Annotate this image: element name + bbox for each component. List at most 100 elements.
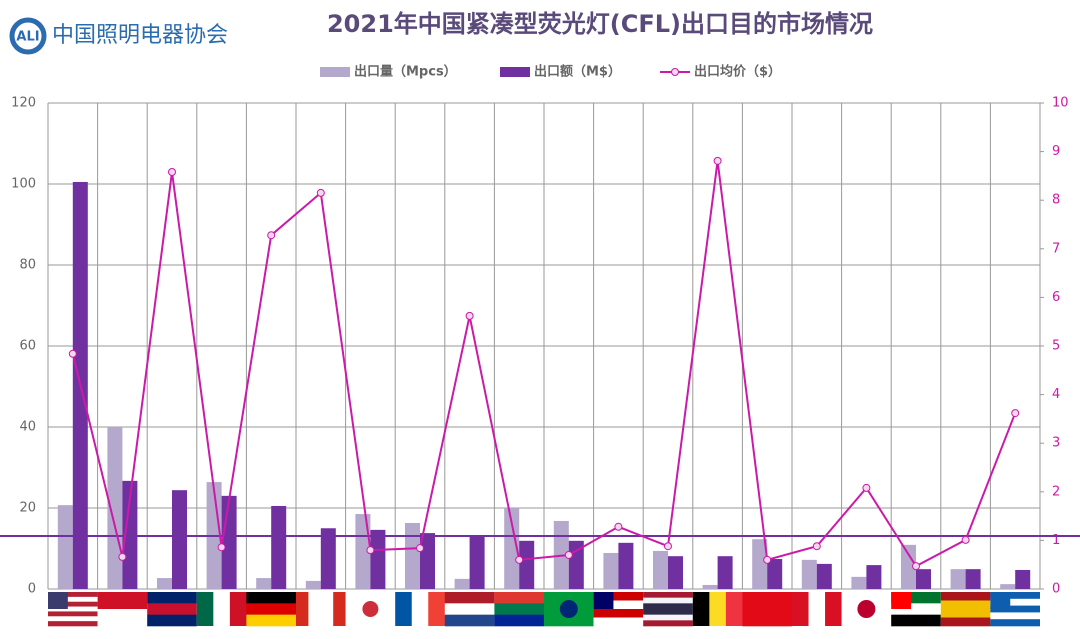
flag-part: [444, 603, 495, 615]
bar: [256, 578, 272, 589]
bar: [122, 480, 138, 589]
line-marker: [713, 156, 722, 165]
flag-part: [990, 612, 1040, 620]
line: [71, 160, 1017, 568]
flag-part: [229, 592, 247, 626]
flag-part: [990, 598, 1040, 606]
bar: [950, 569, 966, 589]
line-marker: [416, 544, 424, 553]
flag-part: [494, 592, 544, 604]
flag-part: [940, 600, 991, 610]
line-marker: [515, 555, 524, 564]
line-marker: [614, 522, 623, 531]
y2-tick-label: 2: [1052, 484, 1060, 499]
y2-tick-label: 4: [1052, 387, 1060, 402]
legend-label: 出口额（M$）: [534, 64, 621, 80]
bar: [901, 544, 916, 589]
bar: [851, 576, 867, 589]
y-tick-label: 60: [19, 339, 36, 354]
flag-part: [97, 609, 148, 627]
flag-part: [990, 592, 1011, 609]
flag-part: [395, 592, 413, 626]
y2-tick-label: 6: [1052, 290, 1060, 305]
legend-swatch: [500, 67, 530, 77]
flag-part: [48, 621, 98, 627]
flag-part: [593, 592, 644, 601]
line-marker: [664, 542, 672, 551]
line-marker: [168, 168, 176, 177]
flag-part: [990, 605, 1040, 613]
flag-part: [891, 603, 941, 615]
bar: [618, 542, 634, 589]
flag-part: [990, 592, 1040, 600]
bar: [172, 490, 187, 589]
flag-part: [246, 592, 296, 604]
bar: [603, 552, 619, 589]
flag-part: [940, 609, 991, 618]
flag-part: [213, 592, 231, 626]
bar: [454, 578, 470, 589]
y2-tick-label: 1: [1052, 533, 1060, 548]
bar: [221, 495, 237, 589]
y-tick-label: 0: [28, 582, 36, 597]
bar: [1000, 584, 1016, 589]
bar: [702, 584, 718, 589]
flag-part: [97, 592, 148, 610]
y2-tick-label: 8: [1052, 193, 1060, 208]
legend-swatch: [320, 67, 350, 77]
flag-part: [857, 600, 876, 618]
flag-part: [48, 601, 98, 607]
line-marker: [1011, 409, 1020, 418]
flag-part: [825, 592, 842, 626]
flag-part: [643, 603, 693, 610]
y2-tick-label: 10: [1052, 96, 1069, 111]
line-marker: [465, 311, 474, 320]
flag-part: [48, 596, 98, 603]
flag-part: [891, 592, 912, 609]
y-tick-label: 40: [19, 420, 36, 435]
bar: [57, 505, 73, 589]
flag-part: [296, 592, 309, 626]
flag-part: [808, 592, 826, 626]
flag-part: [147, 614, 197, 627]
bar: [519, 540, 535, 589]
flag-part: [792, 592, 809, 626]
flag-part: [692, 592, 710, 626]
y2-tick-label: 0: [1052, 582, 1060, 597]
flag-part: [559, 600, 578, 618]
flag-part: [48, 606, 98, 612]
logo-ring: [9, 17, 47, 55]
legend-swatch: [671, 68, 679, 76]
flag-part: [362, 601, 379, 617]
line-marker: [763, 555, 772, 564]
bar: [305, 580, 321, 589]
y2-tick-label: 5: [1052, 339, 1060, 354]
logo-mark: ALI: [16, 30, 39, 45]
flag-part: [246, 603, 296, 615]
bar: [717, 556, 733, 589]
bar: [653, 550, 668, 589]
flag-part: [990, 619, 1040, 627]
flag-part: [308, 592, 322, 626]
flag-part: [48, 592, 68, 609]
logo-name: 中国照明电器协会: [52, 23, 228, 48]
flag-part: [494, 603, 544, 615]
bar: [504, 508, 520, 589]
line-marker: [564, 550, 573, 559]
line-marker: [118, 552, 127, 561]
y-tick-label: 100: [11, 177, 36, 192]
bar: [355, 514, 371, 589]
flag-part: [48, 611, 98, 617]
line-marker: [812, 542, 821, 551]
bar: [752, 539, 768, 589]
flag-part: [246, 614, 296, 627]
flag-part: [725, 592, 743, 626]
flag-part: [940, 617, 991, 627]
bar: [157, 578, 172, 589]
line-marker: [912, 562, 920, 571]
flag-part: [411, 592, 429, 626]
flag-part: [444, 592, 495, 604]
flag-part: [891, 592, 941, 604]
bar: [405, 522, 420, 589]
